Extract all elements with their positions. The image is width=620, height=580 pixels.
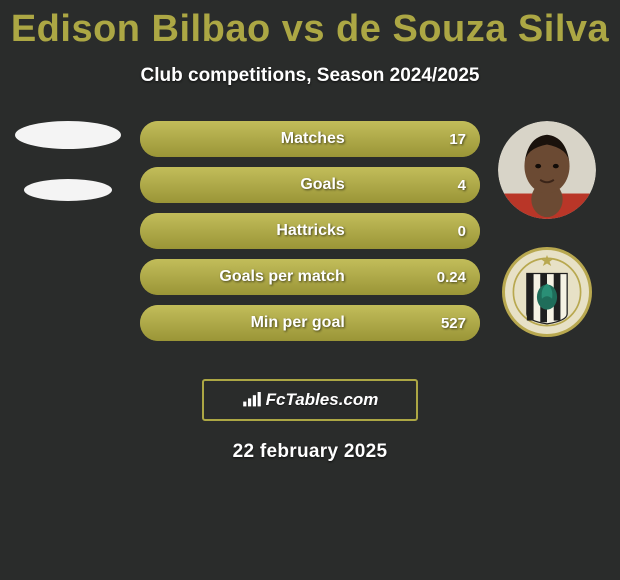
player-photo <box>498 121 596 219</box>
club-badge-illustration <box>505 250 589 334</box>
brand-text: FcTables.com <box>266 390 379 410</box>
player-right-column <box>492 121 602 337</box>
stat-value-right: 4 <box>458 177 466 194</box>
brand-box[interactable]: FcTables.com <box>202 379 418 421</box>
stat-value-right: 527 <box>441 315 466 332</box>
club-badge <box>502 247 592 337</box>
stat-row: Goals 4 <box>140 167 480 203</box>
comparison-card: Edison Bilbao vs de Souza Silva Club com… <box>0 0 620 580</box>
stat-label: Matches <box>140 130 351 148</box>
bars-icon <box>242 392 262 408</box>
stat-row: Goals per match 0.24 <box>140 259 480 295</box>
stat-row: Hattricks 0 <box>140 213 480 249</box>
stat-row: Matches 17 <box>140 121 480 157</box>
stat-label: Min per goal <box>140 314 351 332</box>
avatar-illustration <box>498 121 596 219</box>
stat-bars: Matches 17 Goals 4 Hattricks 0 Goals per match… <box>140 121 480 351</box>
page-subtitle: Club competitions, Season 2024/2025 <box>0 65 620 87</box>
player-photo-placeholder <box>15 121 121 149</box>
footer-date: 22 february 2025 <box>0 441 620 463</box>
player-left-column <box>8 121 128 201</box>
stat-label: Hattricks <box>140 222 351 240</box>
club-badge-placeholder <box>24 179 112 201</box>
stat-value-right: 0 <box>458 223 466 240</box>
stats-area: Matches 17 Goals 4 Hattricks 0 Goals per match… <box>0 121 620 361</box>
page-title: Edison Bilbao vs de Souza Silva <box>0 0 620 51</box>
stat-value-right: 17 <box>449 131 466 148</box>
stat-row: Min per goal 527 <box>140 305 480 341</box>
stat-label: Goals <box>140 176 351 194</box>
stat-label: Goals per match <box>140 268 351 286</box>
stat-value-right: 0.24 <box>437 269 466 286</box>
